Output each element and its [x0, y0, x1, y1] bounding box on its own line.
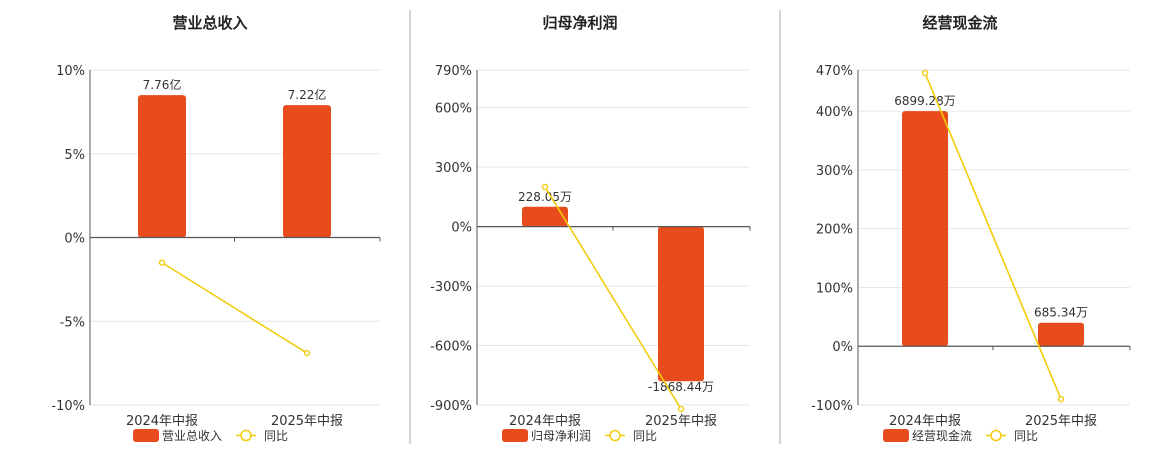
legend-line-label: 同比 [264, 429, 288, 443]
bar [1038, 322, 1084, 347]
y-tick-label: 10% [56, 64, 85, 79]
x-category-label: 2024年中报 [126, 414, 198, 429]
y-tick-label: -600% [430, 340, 472, 355]
chart-title: 归母净利润 [542, 14, 617, 32]
y-tick-label: 790% [435, 64, 472, 79]
legend-bar-swatch [883, 429, 909, 442]
legend-line-label: 同比 [633, 429, 657, 443]
bar [522, 206, 568, 227]
yoy-line [924, 72, 1062, 400]
y-tick-label: 200% [816, 223, 853, 238]
y-tick-label: -100% [811, 399, 853, 414]
legend-bar-label: 归母净利润 [531, 429, 591, 443]
y-tick-label: -10% [51, 399, 85, 414]
bar [902, 111, 948, 347]
y-tick-label: 300% [816, 164, 853, 179]
x-category-label: 2025年中报 [271, 414, 343, 429]
legend-bar-label: 营业总收入 [162, 429, 222, 443]
x-category-label: 2024年中报 [889, 414, 961, 429]
legend-bar-label: 经营现金流 [912, 428, 972, 443]
chart-panel-1: 营业总收入 10% 5% 0% -5% -10% 7.76亿 7.22亿 2024年中报 2025… [51, 14, 381, 443]
yoy-point [1057, 395, 1065, 403]
legend-line-marker [609, 429, 621, 442]
x-category-label: 2024年中报 [509, 414, 581, 429]
bar [658, 226, 704, 382]
bar-value-label: 7.22亿 [288, 87, 327, 102]
chart-panel-2: 归母净利润 790% 600% 300% 0% -300% -600% -900% 228.05… [430, 14, 751, 443]
legend-line-marker [990, 429, 1002, 442]
y-tick-label: 5% [64, 148, 85, 163]
yoy-point [303, 349, 311, 357]
y-tick-label: 0% [451, 221, 472, 236]
yoy-point [541, 183, 549, 191]
yoy-line [544, 186, 682, 410]
legend-line-marker [240, 429, 252, 442]
chart-title: 营业总收入 [172, 14, 247, 32]
legend-line-label: 同比 [1014, 429, 1038, 443]
chart-title: 经营现金流 [922, 14, 997, 32]
y-tick-label: 300% [435, 161, 472, 176]
y-tick-label: -300% [430, 280, 472, 295]
bar-value-label: 6899.28万 [894, 94, 956, 108]
bar-value-label: 228.05万 [518, 190, 572, 204]
yoy-point [677, 405, 685, 413]
legend-bar-swatch [133, 429, 159, 442]
chart-panel-3: 经营现金流 470% 400% 300% 200% 100% 0% -100% 6899.28万… [811, 14, 1131, 443]
legend-bar-swatch [502, 429, 528, 442]
x-category-label: 2025年中报 [1025, 414, 1097, 429]
yoy-line [161, 261, 308, 354]
y-tick-label: 0% [832, 340, 853, 355]
y-tick-label: 400% [816, 105, 853, 120]
y-tick-label: 0% [64, 232, 85, 247]
bar [138, 95, 186, 238]
yoy-point [158, 259, 166, 266]
y-tick-label: -900% [430, 399, 472, 414]
bar-value-label: 7.76亿 [143, 77, 182, 92]
bar-value-label: -1868.44万 [648, 380, 714, 394]
y-tick-label: 100% [816, 281, 853, 296]
y-tick-label: 600% [435, 102, 472, 117]
bar-value-label: 685.34万 [1034, 306, 1088, 320]
yoy-point [921, 69, 929, 77]
bar [283, 105, 331, 238]
y-tick-label: -5% [60, 315, 85, 330]
x-category-label: 2025年中报 [645, 414, 717, 429]
y-tick-label: 470% [816, 64, 853, 79]
